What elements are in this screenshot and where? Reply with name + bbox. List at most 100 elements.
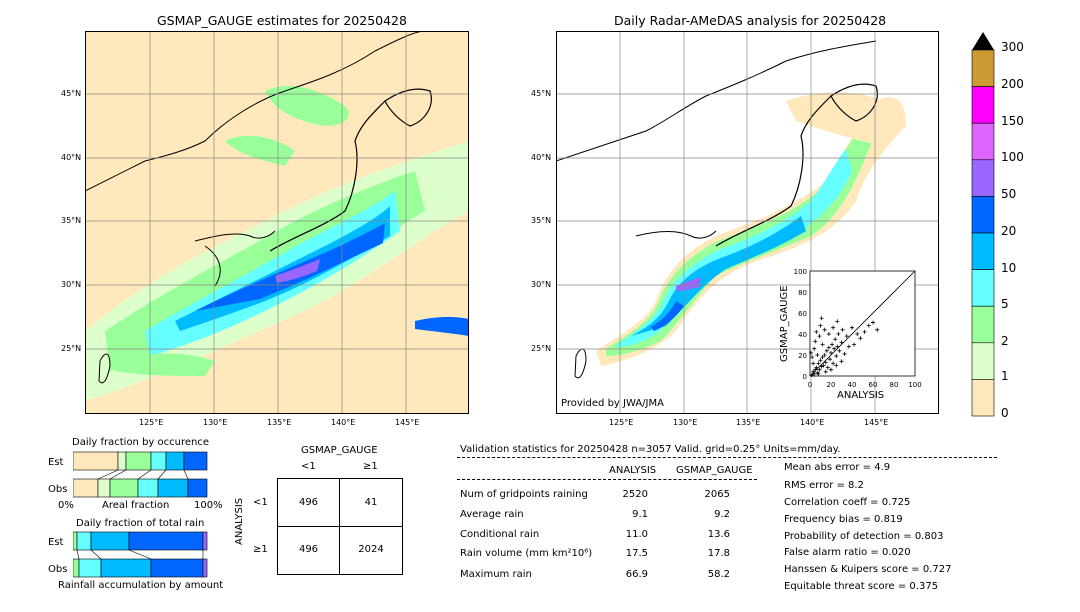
right-map: [556, 31, 939, 414]
scatter-point: [830, 342, 835, 347]
scatter-point: [812, 346, 817, 351]
colorbar-box: [971, 196, 995, 234]
scatter-point: [862, 329, 867, 334]
scatter-x-tick: 60: [869, 381, 878, 389]
colorbar-label: 200: [1001, 77, 1024, 91]
occurrence-est-label: Est: [48, 457, 64, 468]
colorbar-box: [971, 379, 995, 417]
scatter-point: [827, 357, 832, 362]
colorbar: [971, 32, 995, 417]
occurrence-obs-segment: [157, 478, 189, 498]
colorbar-label: 20: [1001, 224, 1017, 238]
contingency-header: GSMAP_GAUGE: [301, 445, 378, 456]
scatter-point: [820, 355, 825, 360]
total-rain-obs-segment: [100, 558, 152, 578]
left-lat-label: 30°N: [61, 280, 82, 289]
colorbar-label: 0: [1001, 406, 1009, 420]
total-rain-title: Daily fraction of total rain: [76, 518, 205, 529]
colorbar-label: 5: [1001, 297, 1009, 311]
scatter-point: [824, 348, 829, 353]
score-rmse: RMS error = 8.2: [784, 480, 864, 491]
occurrence-tick-0: 0%: [58, 500, 74, 511]
occurrence-est-segment: [125, 451, 152, 471]
scatter-point: [831, 325, 836, 330]
scatter-point: [816, 371, 821, 376]
score-correlation: Correlation coeff = 0.725: [784, 497, 911, 508]
stats-row-gsmap: 58.2: [707, 569, 730, 580]
scatter-point: [855, 332, 860, 336]
scatter-point: [815, 353, 820, 357]
scatter-point: [835, 319, 840, 324]
colorbar-box: [971, 269, 995, 307]
contingency-cell: 496: [298, 544, 319, 555]
scatter-diagonal: [809, 270, 916, 377]
scatter-y-tick: 20: [798, 352, 807, 360]
score-frequency-bias: Frequency bias = 0.819: [784, 514, 903, 525]
scatter-x-tick: 80: [890, 381, 899, 389]
scatter-point: [839, 359, 844, 364]
scatter-point: [875, 327, 880, 332]
colorbar-label: 100: [1001, 150, 1024, 164]
score-far: False alarm ratio = 0.020: [784, 547, 911, 558]
total-rain-obs-label: Obs: [48, 564, 68, 575]
scatter-point: [810, 355, 815, 360]
left-lat-label: 25°N: [61, 344, 82, 353]
colorbar-label: 300: [1001, 40, 1024, 54]
scatter-point: [829, 367, 833, 372]
total-rain-xlabel: Rainfall accumulation by amount: [58, 580, 224, 591]
right-lat-label: 45°N: [531, 89, 552, 98]
scatter-x-tick: 20: [827, 381, 836, 389]
scatter-point: [819, 364, 824, 369]
scatter-point: [822, 353, 827, 357]
scatter-point: [820, 342, 825, 347]
stats-row-analysis: 66.9: [625, 569, 648, 580]
contingency-row-label: <1: [253, 497, 268, 508]
stats-row-analysis: 9.1: [632, 509, 648, 520]
stats-table-divider: [457, 479, 757, 480]
scatter-point: [846, 344, 851, 349]
left-lon-label: 125°E: [139, 418, 164, 427]
scatter-point: [826, 345, 831, 350]
occurrence-est-segment: [150, 451, 167, 471]
scatter-y-tick: 80: [798, 289, 807, 297]
scatter-x-tick: 40: [848, 381, 857, 389]
right-lat-label: 30°N: [531, 280, 552, 289]
stats-row-analysis: 17.5: [625, 548, 648, 559]
scatter-point: [834, 363, 839, 368]
occurrence-bars: [73, 451, 208, 498]
stats-row-label: Conditional rain: [460, 529, 540, 540]
left-lon-label: 145°E: [395, 418, 420, 427]
scatter-point: [858, 336, 863, 341]
total-rain-est-segment: [76, 531, 92, 551]
occurrence-title: Daily fraction by occurence: [72, 437, 210, 448]
score-ets: Equitable threat score = 0.375: [784, 581, 939, 592]
scatter-y-tick: 40: [798, 331, 807, 339]
stats-row-gsmap: 2065: [704, 489, 730, 500]
scatter-x-tick: 100: [908, 381, 921, 389]
occurrence-xlabel: Areal fraction: [102, 500, 170, 511]
scatter-point: [810, 372, 815, 377]
colorbar-label: 10: [1001, 261, 1017, 275]
contingency-cell: 2024: [358, 544, 384, 555]
stats-row-analysis: 2520: [622, 489, 648, 500]
contingency-row-label: ≥1: [253, 544, 268, 555]
left-lon-label: 135°E: [267, 418, 292, 427]
left-map: [85, 31, 469, 414]
total-rain-est-segment: [202, 531, 208, 551]
right-lat-label: 25°N: [531, 344, 552, 353]
left-lon-label: 130°E: [203, 418, 228, 427]
colorbar-label: 1: [1001, 369, 1009, 383]
scatter-point: [813, 367, 818, 372]
occurrence-obs-label: Obs: [48, 484, 68, 495]
scatter-point: [836, 332, 841, 336]
map-credit: Provided by JWA/JMA: [561, 398, 664, 409]
scatter-point: [835, 344, 840, 349]
scatter-point: [821, 363, 826, 368]
colorbar-label: 150: [1001, 114, 1024, 128]
colorbar-box: [971, 232, 995, 270]
stats-row-label: Num of gridpoints raining: [460, 489, 588, 500]
scatter-point: [871, 320, 875, 325]
left-lon-label: 140°E: [331, 418, 356, 427]
scatter-point: [823, 360, 828, 365]
occurrence-obs-segment: [187, 478, 208, 498]
